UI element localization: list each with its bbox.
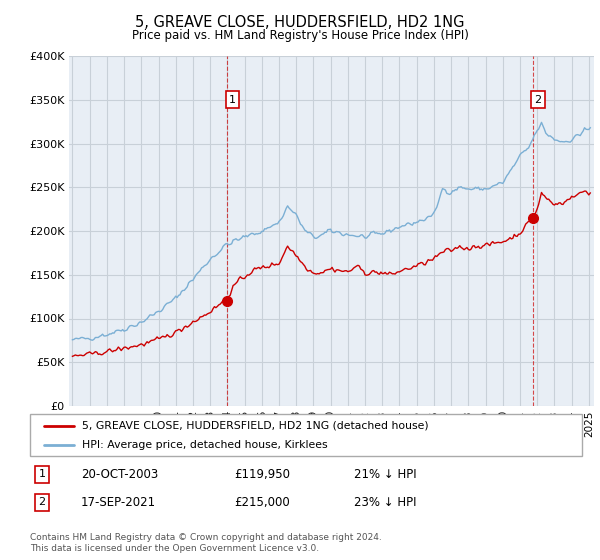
Text: HPI: Average price, detached house, Kirklees: HPI: Average price, detached house, Kirk… (82, 440, 328, 450)
Text: Contains HM Land Registry data © Crown copyright and database right 2024.
This d: Contains HM Land Registry data © Crown c… (30, 533, 382, 553)
Text: 21% ↓ HPI: 21% ↓ HPI (354, 468, 416, 481)
Text: 17-SEP-2021: 17-SEP-2021 (81, 496, 156, 509)
Text: 1: 1 (229, 95, 236, 105)
Text: 20-OCT-2003: 20-OCT-2003 (81, 468, 158, 481)
Text: 23% ↓ HPI: 23% ↓ HPI (354, 496, 416, 509)
Text: 2: 2 (535, 95, 542, 105)
Text: 2: 2 (38, 497, 46, 507)
Text: £215,000: £215,000 (234, 496, 290, 509)
Text: £119,950: £119,950 (234, 468, 290, 481)
FancyBboxPatch shape (30, 414, 582, 456)
Text: 1: 1 (38, 469, 46, 479)
Text: 5, GREAVE CLOSE, HUDDERSFIELD, HD2 1NG (detached house): 5, GREAVE CLOSE, HUDDERSFIELD, HD2 1NG (… (82, 421, 429, 431)
Text: Price paid vs. HM Land Registry's House Price Index (HPI): Price paid vs. HM Land Registry's House … (131, 29, 469, 42)
Text: 5, GREAVE CLOSE, HUDDERSFIELD, HD2 1NG: 5, GREAVE CLOSE, HUDDERSFIELD, HD2 1NG (135, 15, 465, 30)
